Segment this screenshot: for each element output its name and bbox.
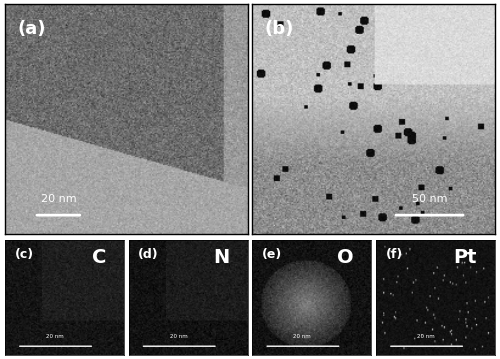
Text: 20 nm: 20 nm — [40, 194, 76, 204]
Text: 20 nm: 20 nm — [170, 334, 188, 339]
Text: (a): (a) — [17, 20, 46, 38]
Text: 50 nm: 50 nm — [412, 194, 447, 204]
Text: 20 nm: 20 nm — [417, 334, 435, 339]
Text: (b): (b) — [264, 20, 294, 38]
Text: (f): (f) — [386, 248, 403, 261]
Text: N: N — [214, 248, 230, 267]
Text: Pt: Pt — [454, 248, 477, 267]
Text: 20 nm: 20 nm — [294, 334, 311, 339]
Text: (c): (c) — [14, 248, 34, 261]
Text: (e): (e) — [262, 248, 282, 261]
Text: O: O — [337, 248, 353, 267]
Text: C: C — [92, 248, 106, 267]
Text: 20 nm: 20 nm — [46, 334, 64, 339]
Text: (d): (d) — [138, 248, 159, 261]
